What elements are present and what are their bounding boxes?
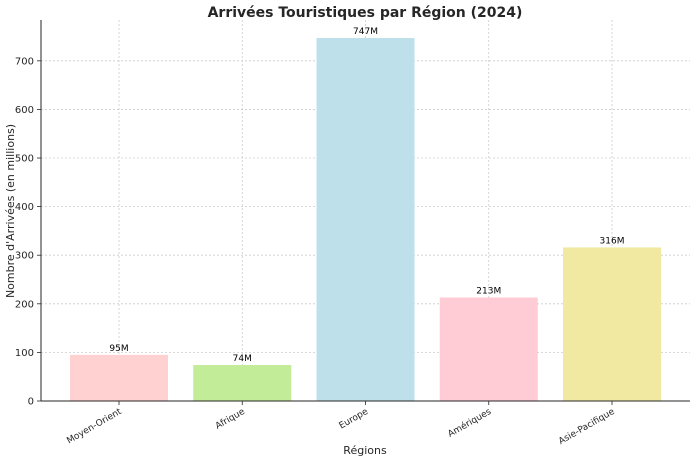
y-tick-label: 600: [15, 105, 34, 116]
x-axis-label: Régions: [343, 444, 387, 457]
chart-title: Arrivées Touristiques par Région (2024): [208, 5, 523, 21]
y-tick-label: 400: [15, 202, 34, 213]
bar: [439, 297, 538, 401]
y-tick-label: 300: [15, 251, 34, 262]
bar: [70, 354, 168, 401]
bar-value-label: 316M: [600, 236, 625, 246]
bar-value-label: 747M: [353, 27, 378, 37]
bar-value-label: 95M: [109, 344, 128, 354]
bar: [193, 365, 292, 401]
y-tick-label: 700: [15, 56, 34, 67]
x-tick-label: Amériques: [446, 406, 494, 440]
bar-value-label: 74M: [233, 354, 252, 364]
x-tick-label: Afrique: [214, 407, 247, 432]
bars: [70, 37, 661, 401]
y-tick-label: 500: [15, 154, 34, 165]
bar-value-label: 213M: [476, 286, 501, 296]
x-tick-label: Europe: [338, 407, 371, 432]
axes: [37, 20, 690, 405]
y-tick-label: 100: [15, 348, 34, 359]
bar: [563, 247, 661, 401]
x-tick-label: Moyen-Orient: [65, 407, 124, 447]
y-tick-label: 0: [28, 397, 34, 408]
bar: [316, 37, 415, 401]
y-axis-label: Nombre d'Arrivées (en millions): [4, 124, 17, 298]
y-tick-label: 200: [15, 299, 34, 310]
x-tick-label: Asie-Pacifique: [557, 407, 617, 447]
